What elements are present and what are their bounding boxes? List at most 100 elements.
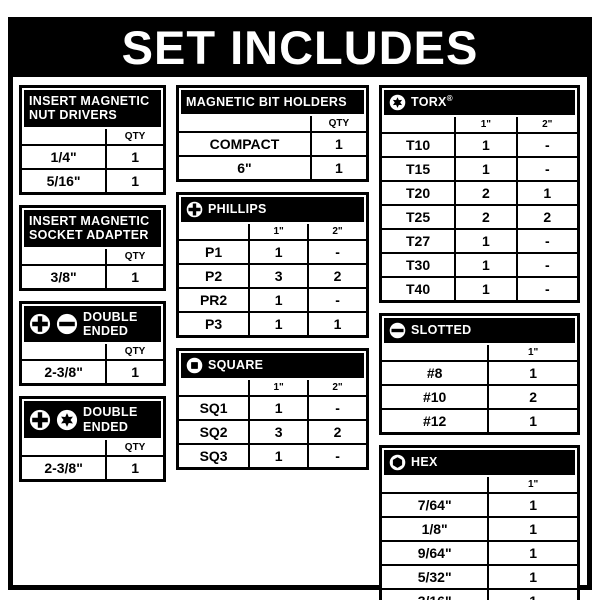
empty-cell [22, 129, 105, 144]
table-title: INSERT MAGNETIC NUT DRIVERS [29, 94, 150, 123]
qty-cell: 1 [515, 182, 577, 204]
qty-cell: 1 [454, 278, 515, 300]
size-cell: 5/16" [46, 172, 81, 189]
qty-cell: 3 [248, 421, 307, 443]
bit-cell: T15 [406, 161, 431, 177]
qty-cell: 1 [309, 133, 366, 155]
qty-cell: - [307, 397, 366, 419]
table-title: INSERT MAGNETIC SOCKET ADAPTER [29, 213, 150, 243]
table-row: 5/16" 1 [22, 167, 163, 192]
table-body: 1" 2" P1 1 - P2 3 2 PR2 1 [179, 224, 366, 335]
qty-cell: 1 [309, 157, 366, 179]
table-title: DOUBLE ENDED [83, 309, 138, 338]
qty-header-cell: QTY [105, 344, 163, 360]
table-row: T20 2 1 [382, 180, 577, 204]
qty-header-cell: QTY [105, 440, 163, 455]
size-cell: 2-3/8" [44, 364, 83, 381]
size-cell: 1/4" [50, 148, 77, 165]
empty-cell [22, 440, 105, 455]
table-subheader-row: 1" [382, 345, 577, 360]
table-title: SQUARE [208, 358, 264, 373]
table-insert-magnetic-socket-adapter: INSERT MAGNETIC SOCKET ADAPTER QTY 3/8" … [19, 204, 166, 291]
table-body: 1" 2" T10 1 - T15 1 - T20 [382, 117, 577, 300]
bit-cell: 3/16" [382, 590, 487, 600]
table-title: DOUBLE ENDED [83, 405, 138, 434]
table-header: INSERT MAGNETIC NUT DRIVERS [24, 90, 161, 127]
table-body: QTY 1/4" 1 5/16" 1 [22, 128, 163, 192]
banner-title: SET INCLUDES [121, 20, 479, 74]
empty-cell [382, 345, 487, 360]
table-subheader-row: QTY [22, 248, 163, 264]
table-row: 3/8" 1 [22, 263, 163, 288]
table-body: QTY COMPACT 1 6" 1 [179, 116, 366, 179]
phillips-icon [186, 201, 203, 218]
torx-title-text: TORX [411, 95, 447, 110]
qty-cell: 1 [248, 445, 307, 467]
bit-cell: SQ1 [199, 400, 228, 416]
qty-cell: 1 [248, 397, 307, 419]
table-title: MAGNETIC BIT HOLDERS [186, 94, 347, 109]
table-header: SQUARE [181, 353, 364, 378]
length-header-cell: 1" [487, 477, 577, 492]
qty-cell: 1 [105, 169, 163, 192]
qty-cell: 1 [248, 313, 307, 335]
hex-icon [389, 454, 406, 471]
table-subheader-row: QTY [22, 440, 163, 455]
qty-cell: 3 [248, 265, 307, 287]
table-row: 6" 1 [179, 155, 366, 179]
empty-cell [22, 249, 105, 264]
length-header-cell: 2" [307, 380, 366, 395]
qty-cell: - [515, 278, 577, 300]
empty-cell [22, 344, 105, 359]
table-subheader-row: 1" 2" [179, 380, 366, 395]
table-header: SLOTTED [384, 318, 575, 343]
bit-cell: T27 [406, 233, 431, 249]
bit-cell: T40 [406, 281, 431, 297]
table-row: SQ2 3 2 [179, 419, 366, 443]
table-row: T10 1 - [382, 132, 577, 156]
phillips-icon [29, 409, 51, 431]
qty-cell: - [515, 230, 577, 252]
length-header-cell: 1" [248, 380, 307, 395]
qty-cell: 2 [515, 206, 577, 228]
table-subheader-row: QTY [22, 344, 163, 360]
table-title: TORX® [411, 94, 453, 110]
table-row: #12 1 [382, 408, 577, 432]
table-subheader-row: 1" [382, 477, 577, 492]
table-header: TORX® [384, 90, 575, 115]
registered-trademark: ® [446, 94, 453, 104]
column-middle: MAGNETIC BIT HOLDERS QTY COMPACT 1 6" 1 [176, 85, 369, 579]
square-icon [186, 357, 203, 374]
table-row: 2-3/8" 1 [22, 455, 163, 479]
table-header: HEX [384, 450, 575, 475]
bit-cell: T20 [406, 185, 431, 201]
torx-icon [56, 409, 78, 431]
table-magnetic-bit-holders: MAGNETIC BIT HOLDERS QTY COMPACT 1 6" 1 [176, 85, 369, 182]
qty-header-cell: QTY [309, 116, 366, 131]
bit-cell: 1/8" [421, 521, 448, 537]
table-body: QTY 2-3/8" 1 [22, 344, 163, 384]
table-phillips: PHILLIPS 1" 2" P1 1 - P2 3 [176, 192, 369, 338]
table-row: 3/16" 1 [382, 588, 577, 600]
bit-cell: #10 [422, 389, 447, 405]
table-title: HEX [411, 455, 438, 470]
table-row: T40 1 - [382, 276, 577, 300]
table-row: P1 1 - [179, 239, 366, 263]
bit-cell: PR2 [199, 292, 228, 308]
table-double-ended-phillips-torx: DOUBLE ENDED QTY 2-3/8" 1 [19, 396, 166, 482]
table-row: 2-3/8" 1 [22, 359, 163, 384]
qty-cell: - [515, 158, 577, 180]
empty-cell [179, 224, 248, 239]
qty-cell: 1 [248, 241, 307, 263]
bit-cell: 7/64" [417, 497, 452, 513]
table-row: 1/4" 1 [22, 143, 163, 168]
qty-cell: 1 [248, 289, 307, 311]
qty-cell: 1 [487, 362, 577, 384]
empty-cell [382, 117, 454, 132]
length-header-cell: 2" [307, 224, 366, 239]
length-header-cell: 1" [454, 117, 515, 132]
set-includes-banner: SET INCLUDES [8, 17, 592, 77]
bit-cell: P2 [205, 268, 223, 284]
table-row: SQ3 1 - [179, 443, 366, 467]
bit-cell: SQ2 [199, 424, 228, 440]
